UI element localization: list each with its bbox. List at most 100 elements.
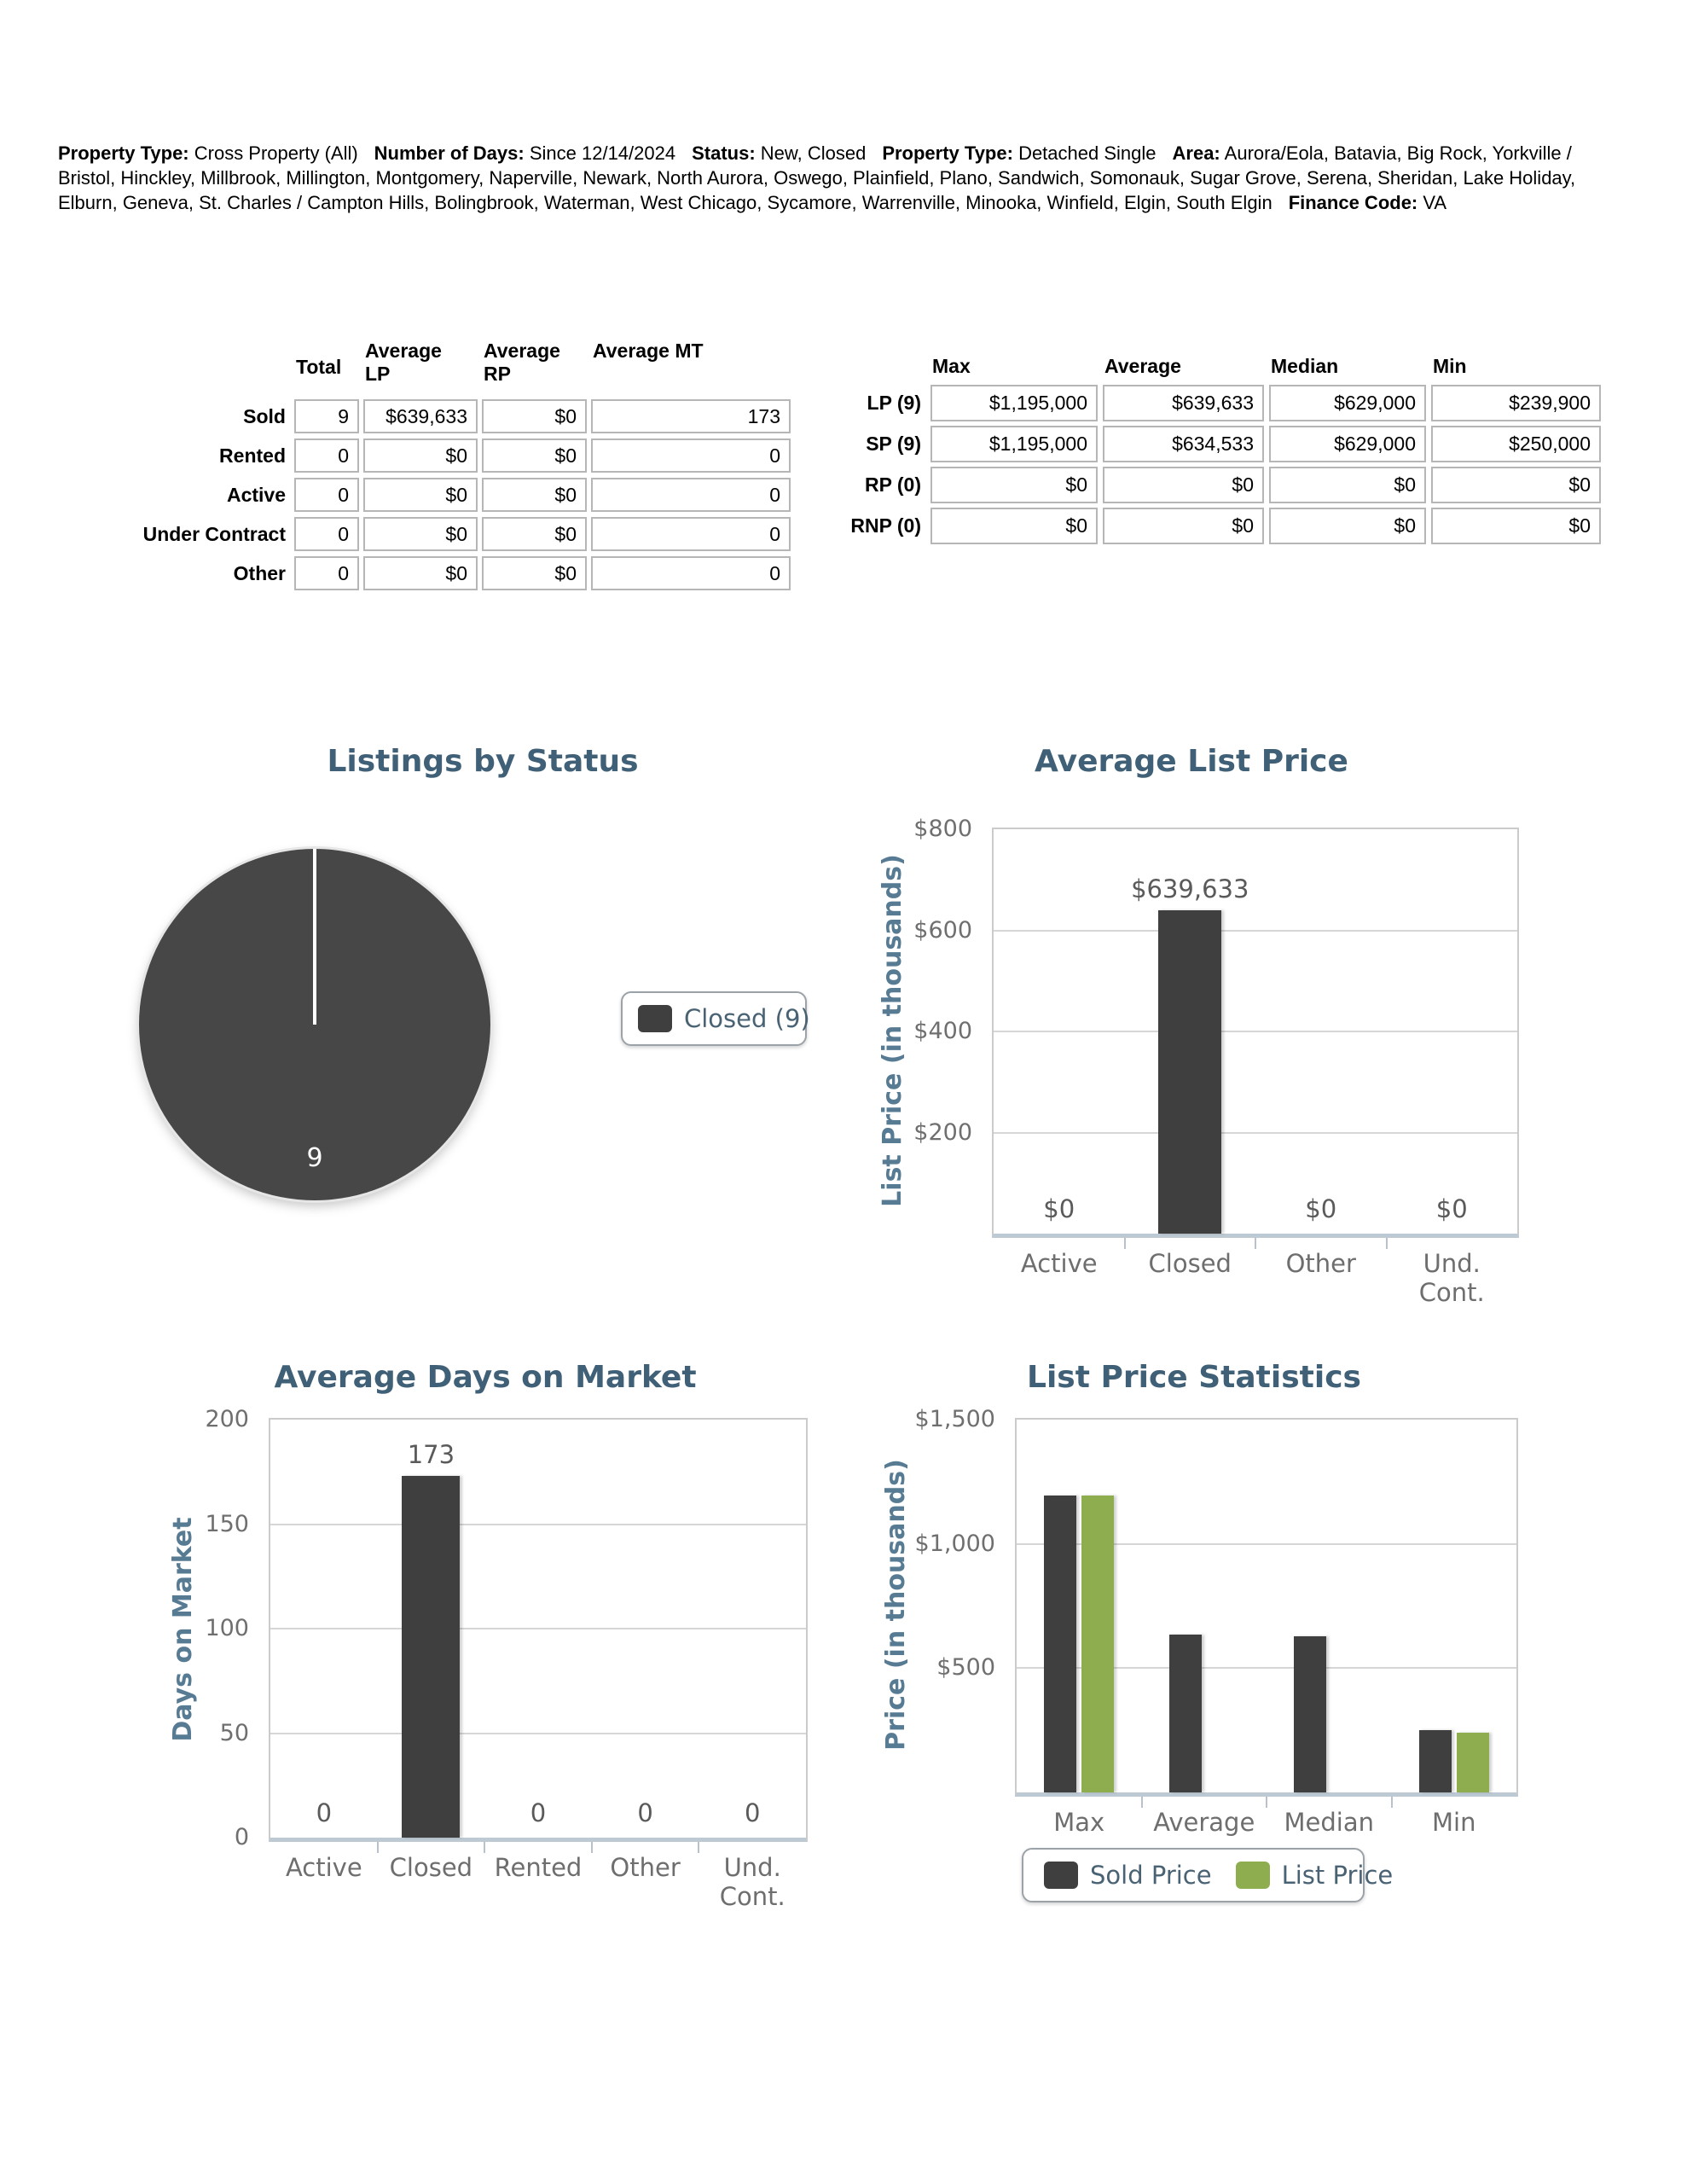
pie-chart-title: Listings by Status xyxy=(327,744,639,779)
average-days-on-market-plot: 200 150 100 50 0 Active Closed Rented Other Und. … xyxy=(205,1406,808,1911)
column-header-median: Median xyxy=(1271,355,1339,377)
bar-value-label: 0 xyxy=(744,1798,761,1827)
column-header-average-rp: Average RP xyxy=(484,340,560,385)
list-price-statistics-plot: $1,500 $1,000 $500 Max Average Median Min xyxy=(915,1406,1518,1837)
rnp-max: $0 xyxy=(930,508,1098,544)
x-category-label: Closed xyxy=(1148,1249,1232,1278)
under-contract-total: 0 xyxy=(294,517,359,551)
gridline xyxy=(270,1628,806,1629)
criteria-status: Status: New, Closed xyxy=(692,142,867,164)
sp-average: $634,533 xyxy=(1103,426,1264,462)
axis-boundary-tick xyxy=(1266,1797,1267,1808)
rnp-average: $0 xyxy=(1103,508,1264,544)
x-category-label: Und. Cont. xyxy=(719,1853,786,1911)
corner-cell xyxy=(101,340,290,394)
x-category-label: Rented xyxy=(494,1853,583,1882)
row-label-active: Active xyxy=(226,483,286,506)
row-label-sp: SP (9) xyxy=(866,433,921,455)
gridline xyxy=(270,1523,806,1525)
x-category-label: Und. Cont. xyxy=(1418,1249,1485,1307)
bar-value-label: $0 xyxy=(1435,1194,1468,1223)
y-tick-label: $600 xyxy=(913,916,972,944)
bar-value-label: 0 xyxy=(530,1798,547,1827)
rented-average-lp: $0 xyxy=(363,439,478,473)
rp-max: $0 xyxy=(930,467,1098,503)
bar-sold-price-median xyxy=(1294,1635,1327,1792)
y-tick-label: $200 xyxy=(913,1118,972,1146)
sold-average-lp: $639,633 xyxy=(363,399,478,433)
rented-total: 0 xyxy=(294,439,359,473)
criteria-property-type: Property Type: Cross Property (All) xyxy=(58,142,358,164)
row-label-rnp: RNP (0) xyxy=(850,514,921,537)
criteria-property-type-2: Property Type: Detached Single xyxy=(882,142,1157,164)
lp-median: $629,000 xyxy=(1269,385,1426,421)
x-category-label: Min xyxy=(1432,1808,1476,1837)
row-label-under-contract: Under Contract xyxy=(142,522,286,545)
gridline xyxy=(994,1031,1517,1032)
x-category-label: Average xyxy=(1153,1808,1255,1837)
sp-max: $1,195,000 xyxy=(930,426,1098,462)
average-days-on-market-title: Average Days on Market xyxy=(274,1360,697,1395)
average-list-price-plot: $800 $600 $400 $200 Active Closed Other Und. Co… xyxy=(913,816,1519,1307)
list-price-statistics-legend: Sold Price List Price xyxy=(1022,1848,1393,1902)
price-statistics-table: Max Average Median Min LP (9) $1,195,000… xyxy=(823,355,1601,544)
report-criteria: Property Type: Cross Property (All) Numbe… xyxy=(58,141,1606,215)
column-header-min: Min xyxy=(1433,355,1467,377)
gridline xyxy=(270,1732,806,1734)
column-header-average: Average xyxy=(1104,355,1181,377)
y-tick-label: 100 xyxy=(205,1615,249,1641)
rnp-median: $0 xyxy=(1269,508,1426,544)
bar-sold-price-average xyxy=(1168,1635,1202,1792)
y-tick-label: $400 xyxy=(913,1018,972,1044)
gridline xyxy=(994,1131,1517,1134)
row-label-lp: LP (9) xyxy=(867,392,921,414)
legend-swatch-closed xyxy=(638,1005,672,1032)
active-average-rp: $0 xyxy=(482,478,587,512)
row-label-sold: Sold xyxy=(243,404,286,427)
other-average-rp: $0 xyxy=(482,556,587,590)
bar-sold-price-max xyxy=(1044,1495,1077,1792)
row-label-rp: RP (0) xyxy=(864,473,921,496)
row-label-other: Other xyxy=(233,561,286,584)
bar-closed xyxy=(1158,910,1222,1234)
active-average-mt: 0 xyxy=(591,478,791,512)
bar-value-label: 173 xyxy=(407,1440,455,1470)
lp-average: $639,633 xyxy=(1103,385,1264,421)
bar-list-price-min xyxy=(1456,1733,1489,1792)
axis-boundary-tick xyxy=(1385,1238,1388,1249)
y-tick-label: 150 xyxy=(205,1510,249,1537)
y-tick-label: $500 xyxy=(936,1654,995,1682)
y-tick-label: 50 xyxy=(219,1719,249,1746)
under-contract-average-lp: $0 xyxy=(363,517,478,551)
bar-sold-price-min xyxy=(1418,1730,1452,1792)
sold-average-mt: 173 xyxy=(591,399,791,433)
x-category-label: Other xyxy=(1285,1249,1356,1278)
x-category-label: Active xyxy=(1020,1249,1098,1278)
legend-swatch-list-price xyxy=(1235,1862,1270,1889)
axis-boundary-tick xyxy=(1140,1797,1143,1808)
x-category-label: Active xyxy=(285,1853,362,1882)
rented-average-mt: 0 xyxy=(591,439,791,473)
legend-item-sold-price: Sold Price xyxy=(1044,1861,1212,1890)
gridline xyxy=(1017,1542,1516,1545)
axis-boundary-tick xyxy=(590,1842,593,1853)
x-category-label: Closed xyxy=(389,1853,473,1882)
corner-cell xyxy=(823,355,925,380)
rp-average: $0 xyxy=(1103,467,1264,503)
x-category-label: Other xyxy=(610,1853,681,1882)
bar-value-label: $639,633 xyxy=(1131,874,1249,904)
legend-swatch-sold-price xyxy=(1044,1862,1078,1889)
row-label-rented: Rented xyxy=(219,444,286,467)
x-category-label: Max xyxy=(1053,1808,1105,1837)
legend-label-sold-price: Sold Price xyxy=(1090,1861,1212,1890)
gridline xyxy=(1017,1667,1516,1670)
axis-boundary-tick xyxy=(376,1842,379,1853)
sp-median: $629,000 xyxy=(1269,426,1426,462)
y-tick-label: 0 xyxy=(234,1824,249,1850)
axis-boundary-tick xyxy=(484,1842,486,1853)
sold-total: 9 xyxy=(294,399,359,433)
bar-value-label: 0 xyxy=(316,1798,333,1827)
pie-legend: Closed (9) xyxy=(621,991,810,1046)
axis-boundary-tick xyxy=(698,1842,700,1853)
lp-max: $1,195,000 xyxy=(930,385,1098,421)
